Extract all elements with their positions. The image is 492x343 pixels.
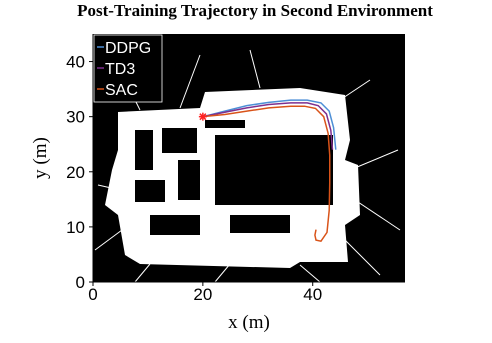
start-marker (199, 113, 207, 121)
x-axis-label: x (m) (228, 312, 270, 333)
x-tick-label: 20 (193, 285, 212, 304)
y-tick-label: 30 (66, 108, 85, 127)
legend-label: TD3 (105, 61, 135, 78)
y-tick-label: 40 (66, 53, 85, 72)
y-tick-label: 20 (66, 163, 85, 182)
chart-title: Post-Training Trajectory in Second Envir… (77, 1, 433, 20)
legend-label: SAC (105, 82, 138, 99)
y-tick-label: 10 (66, 218, 85, 237)
y-tick-label: 0 (76, 273, 85, 292)
x-tick-label: 40 (303, 285, 322, 304)
chart: Post-Training Trajectory in Second Envir… (0, 0, 492, 343)
x-tick-label: 0 (88, 285, 97, 304)
legend-label: DDPG (105, 40, 151, 57)
y-axis-label: y (m) (30, 137, 51, 179)
